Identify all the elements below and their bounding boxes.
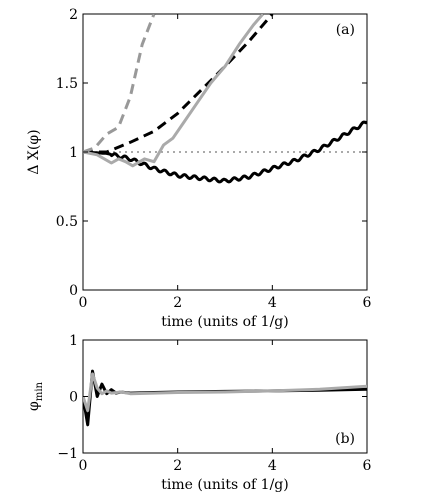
y-tick-label: 1 bbox=[69, 145, 78, 161]
series-line-1 bbox=[83, 369, 367, 427]
panel-a-ticks: 0 2 4 6 0 0.5 1 1.5 2 bbox=[56, 7, 372, 311]
panel-b-series bbox=[83, 369, 367, 427]
x-tick-label: 0 bbox=[79, 458, 88, 474]
panel-label-b: (b) bbox=[335, 431, 355, 447]
y-tick-label: 0.5 bbox=[56, 214, 78, 230]
x-tick-label: 6 bbox=[363, 458, 372, 474]
series-line-4 bbox=[83, 14, 265, 168]
y-axis-label-b-main: φ bbox=[26, 401, 42, 411]
series-line-3 bbox=[83, 14, 156, 154]
panel-b-ticks: 0 2 4 6−101 bbox=[57, 333, 371, 474]
panel-b: 0 2 4 6−101 (b) time (units of 1/g) φmin bbox=[26, 333, 372, 493]
panel-label-a: (a) bbox=[336, 22, 355, 38]
x-axis-label-a: time (units of 1/g) bbox=[161, 314, 288, 330]
series-line-2 bbox=[83, 372, 367, 413]
x-tick-label: 4 bbox=[268, 458, 277, 474]
panel-a: 0 2 4 6 0 0.5 1 1.5 2 (a) time (units of 1/g) Δ … bbox=[26, 7, 372, 330]
y-axis-label-b-subscript: min bbox=[34, 381, 45, 401]
x-tick-label: 2 bbox=[173, 458, 182, 474]
series-line-1 bbox=[83, 120, 367, 184]
y-axis-label-b: φmin bbox=[26, 381, 45, 410]
y-axis-label-a: Δ X(φ) bbox=[26, 129, 42, 174]
y-tick-label: 0 bbox=[69, 390, 78, 406]
x-tick-label: 6 bbox=[363, 295, 372, 311]
y-tick-label: 1 bbox=[69, 333, 78, 349]
panel-b-frame bbox=[82, 339, 368, 454]
x-tick-label: 4 bbox=[268, 295, 277, 311]
panel-a-series bbox=[83, 14, 367, 184]
series-line-2 bbox=[83, 14, 274, 154]
x-tick-label: 2 bbox=[173, 295, 182, 311]
y-tick-label: 1.5 bbox=[56, 76, 78, 92]
y-tick-label: 2 bbox=[69, 7, 78, 23]
x-tick-label: 0 bbox=[79, 295, 88, 311]
y-tick-label: 0 bbox=[69, 283, 78, 299]
x-axis-label-b: time (units of 1/g) bbox=[161, 477, 288, 493]
y-tick-label: −1 bbox=[57, 446, 78, 462]
